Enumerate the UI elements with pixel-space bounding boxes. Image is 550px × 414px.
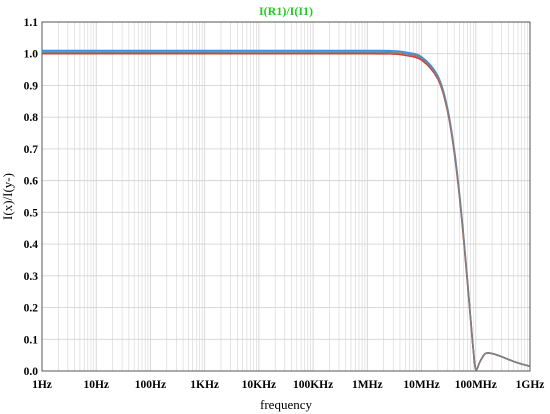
x-tick-label: 100MHz [455,379,497,391]
series-line-3 [42,51,531,371]
x-tick-label: 1KHz [190,379,219,391]
x-tick-label: 10KHz [242,379,277,391]
x-tick-label: 10MHz [403,379,439,391]
chart-title: I(R1)/I(I1) [259,4,313,18]
x-tick-label: 100Hz [135,379,166,391]
y-tick-label: 0.5 [24,207,39,219]
y-tick-label: 1.1 [24,17,39,29]
x-tick-labels: 1Hz 10Hz 100Hz 1KHz 10KHz 100KHz 1MHz 10MHz 100M… [32,379,544,391]
x-axis-title: frequency [260,397,312,412]
y-tick-label: 0.4 [24,239,39,251]
y-tick-label: 0.1 [24,334,39,346]
y-tick-label: 0.2 [24,303,39,315]
y-tick-label: 1.0 [24,49,39,61]
plot-frame [41,21,531,372]
x-tick-label: 1GHz [516,379,545,391]
grid [41,21,530,372]
y-tick-label: 0.8 [24,112,39,124]
x-tick-label: 1MHz [352,379,383,391]
x-tick-label: 10Hz [83,379,109,391]
series-layer [41,49,531,371]
x-tick-label: 1Hz [32,379,52,391]
y-tick-label: 0.0 [24,366,39,378]
y-tick-label: 0.3 [24,271,39,283]
y-tick-label: 0.7 [24,144,39,156]
series-line-2 [41,52,531,371]
y-tick-labels: 0.0 0.1 0.2 0.3 0.4 0.5 0.6 0.7 0.8 0.9 1.0 1.1 [24,17,39,378]
series-line-1 [42,49,531,371]
y-axis-title: I(x)/I(y-) [0,173,15,220]
x-tick-label: 100KHz [293,379,333,391]
y-tick-label: 0.9 [24,80,39,92]
y-tick-label: 0.6 [24,176,39,188]
